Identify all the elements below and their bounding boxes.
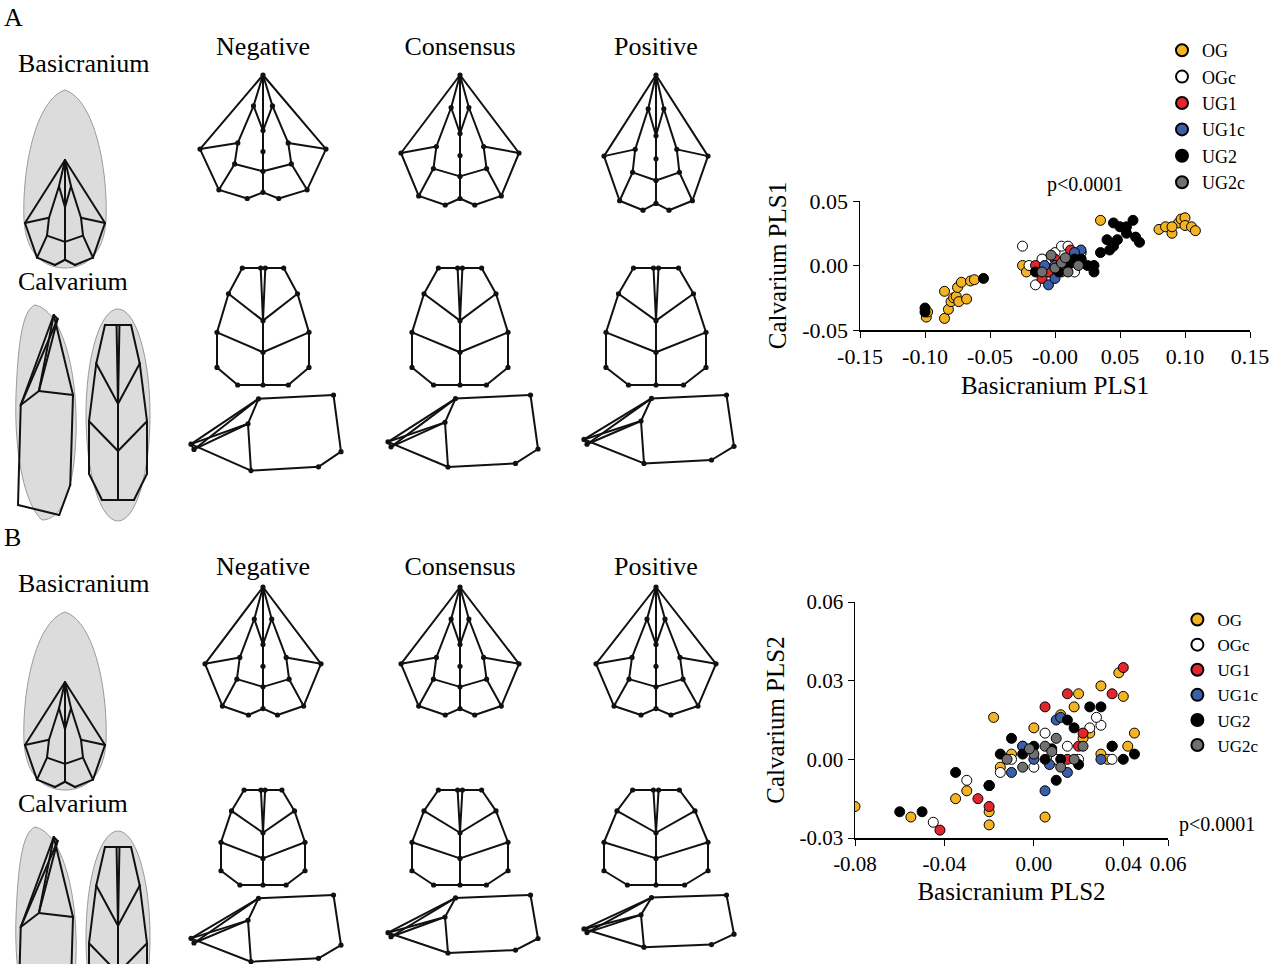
svg-text:UG2c: UG2c bbox=[1202, 173, 1245, 193]
svg-text:OGc: OGc bbox=[1217, 636, 1250, 655]
svg-text:0.05: 0.05 bbox=[1101, 344, 1140, 369]
svg-text:0.03: 0.03 bbox=[807, 669, 844, 693]
svg-text:0.15: 0.15 bbox=[1231, 344, 1270, 369]
svg-text:Positive: Positive bbox=[614, 32, 698, 61]
svg-text:-0.00: -0.00 bbox=[1032, 344, 1078, 369]
svg-text:0.00: 0.00 bbox=[810, 253, 849, 278]
svg-text:Calvarium PLS1: Calvarium PLS1 bbox=[764, 182, 791, 349]
svg-text:Positive: Positive bbox=[614, 552, 698, 581]
svg-text:UG2: UG2 bbox=[1202, 147, 1237, 167]
svg-text:OGc: OGc bbox=[1202, 68, 1236, 88]
svg-text:0.04: 0.04 bbox=[1105, 852, 1142, 876]
svg-text:UG1c: UG1c bbox=[1202, 120, 1245, 140]
svg-text:-0.05: -0.05 bbox=[967, 344, 1013, 369]
svg-text:-0.08: -0.08 bbox=[833, 852, 877, 876]
svg-text:Basicranium: Basicranium bbox=[18, 49, 149, 78]
svg-text:Basicranium PLS2: Basicranium PLS2 bbox=[917, 878, 1105, 905]
svg-text:-0.10: -0.10 bbox=[902, 344, 948, 369]
svg-text:0.06: 0.06 bbox=[807, 590, 844, 614]
svg-text:B: B bbox=[4, 523, 21, 552]
svg-text:0.10: 0.10 bbox=[1166, 344, 1205, 369]
svg-text:OG: OG bbox=[1217, 611, 1242, 630]
svg-text:UG2: UG2 bbox=[1217, 712, 1250, 731]
svg-text:OG: OG bbox=[1202, 41, 1228, 61]
svg-text:-0.03: -0.03 bbox=[800, 826, 844, 850]
svg-text:UG1c: UG1c bbox=[1217, 686, 1258, 705]
svg-text:UG1: UG1 bbox=[1202, 94, 1237, 114]
svg-text:0.00: 0.00 bbox=[807, 748, 844, 772]
svg-text:Calvarium PLS2: Calvarium PLS2 bbox=[762, 636, 789, 803]
svg-text:Basicranium PLS1: Basicranium PLS1 bbox=[961, 372, 1149, 399]
svg-text:0.05: 0.05 bbox=[810, 189, 849, 214]
svg-text:Calvarium: Calvarium bbox=[18, 789, 128, 818]
svg-text:UG2c: UG2c bbox=[1217, 737, 1258, 756]
svg-text:p<0.0001: p<0.0001 bbox=[1047, 173, 1123, 196]
svg-text:-0.05: -0.05 bbox=[802, 318, 848, 343]
svg-text:A: A bbox=[4, 3, 23, 32]
svg-text:Basicranium: Basicranium bbox=[18, 569, 149, 598]
svg-text:Negative: Negative bbox=[216, 552, 310, 581]
svg-text:Negative: Negative bbox=[216, 32, 310, 61]
svg-text:0.06: 0.06 bbox=[1150, 852, 1187, 876]
svg-text:-0.04: -0.04 bbox=[923, 852, 967, 876]
svg-text:Consensus: Consensus bbox=[404, 552, 515, 581]
svg-text:0.00: 0.00 bbox=[1015, 852, 1052, 876]
svg-text:p<0.0001: p<0.0001 bbox=[1179, 813, 1255, 836]
svg-text:UG1: UG1 bbox=[1217, 661, 1250, 680]
svg-text:Calvarium: Calvarium bbox=[18, 267, 128, 296]
svg-text:Consensus: Consensus bbox=[404, 32, 515, 61]
svg-text:-0.15: -0.15 bbox=[837, 344, 883, 369]
